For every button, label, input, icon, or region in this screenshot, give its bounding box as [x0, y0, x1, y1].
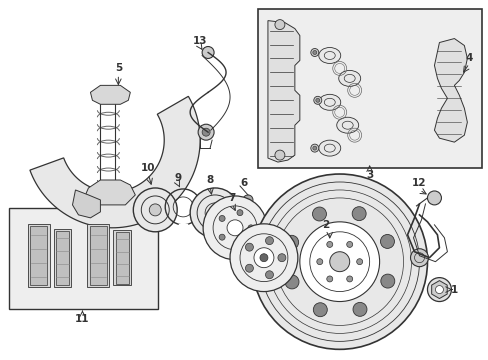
- Polygon shape: [115, 232, 129, 284]
- Circle shape: [427, 191, 441, 205]
- Circle shape: [351, 207, 366, 221]
- Text: 2: 2: [322, 220, 329, 230]
- Circle shape: [229, 224, 297, 292]
- Ellipse shape: [318, 94, 340, 110]
- Ellipse shape: [336, 117, 358, 133]
- Circle shape: [133, 188, 177, 232]
- Text: 6: 6: [240, 178, 247, 188]
- Polygon shape: [27, 224, 49, 287]
- Circle shape: [234, 216, 245, 228]
- Polygon shape: [56, 230, 69, 285]
- Circle shape: [149, 204, 161, 216]
- Circle shape: [310, 144, 318, 152]
- Circle shape: [312, 146, 316, 150]
- Circle shape: [237, 210, 243, 216]
- Circle shape: [310, 49, 318, 57]
- Circle shape: [190, 188, 240, 238]
- Ellipse shape: [338, 71, 360, 86]
- Polygon shape: [87, 224, 109, 287]
- Circle shape: [284, 235, 298, 249]
- Circle shape: [380, 274, 394, 288]
- Circle shape: [326, 242, 332, 247]
- Circle shape: [313, 303, 326, 317]
- Circle shape: [211, 209, 219, 217]
- Polygon shape: [53, 229, 71, 287]
- Polygon shape: [267, 21, 299, 162]
- Polygon shape: [113, 230, 131, 285]
- Text: 9: 9: [174, 173, 182, 183]
- Circle shape: [274, 150, 285, 160]
- Circle shape: [346, 276, 352, 282]
- Polygon shape: [30, 96, 200, 228]
- Circle shape: [247, 225, 253, 231]
- Circle shape: [380, 234, 394, 248]
- Ellipse shape: [318, 140, 340, 156]
- Circle shape: [251, 174, 427, 349]
- Text: 10: 10: [141, 163, 155, 173]
- Circle shape: [346, 242, 352, 247]
- Bar: [9, 208, 158, 310]
- Circle shape: [299, 222, 379, 302]
- Polygon shape: [90, 226, 106, 285]
- Text: 5: 5: [115, 63, 122, 73]
- Circle shape: [316, 259, 322, 265]
- Circle shape: [219, 234, 224, 240]
- Text: 4: 4: [465, 54, 472, 63]
- Circle shape: [245, 264, 253, 272]
- Circle shape: [219, 215, 224, 221]
- Circle shape: [274, 20, 285, 30]
- Text: 1: 1: [450, 284, 457, 294]
- Circle shape: [312, 207, 326, 221]
- Polygon shape: [431, 280, 447, 298]
- Circle shape: [237, 240, 243, 246]
- Circle shape: [410, 249, 427, 267]
- Circle shape: [245, 243, 253, 251]
- Circle shape: [312, 50, 316, 54]
- Circle shape: [356, 259, 362, 265]
- Polygon shape: [30, 226, 47, 285]
- Circle shape: [243, 195, 252, 205]
- Text: 13: 13: [192, 36, 207, 46]
- Circle shape: [203, 196, 266, 260]
- Polygon shape: [433, 39, 467, 142]
- Text: 8: 8: [206, 175, 213, 185]
- Circle shape: [265, 237, 273, 245]
- Circle shape: [277, 254, 285, 262]
- Ellipse shape: [318, 48, 340, 63]
- Text: 7: 7: [228, 193, 235, 203]
- Circle shape: [427, 278, 450, 302]
- Polygon shape: [232, 213, 247, 231]
- Polygon shape: [72, 190, 100, 218]
- Polygon shape: [85, 180, 135, 205]
- Text: 11: 11: [75, 314, 89, 324]
- Circle shape: [226, 220, 243, 236]
- Circle shape: [352, 302, 366, 316]
- Circle shape: [265, 271, 273, 279]
- Text: 12: 12: [411, 178, 426, 188]
- Circle shape: [313, 96, 321, 104]
- Circle shape: [260, 254, 267, 262]
- Circle shape: [253, 248, 273, 268]
- Circle shape: [285, 275, 298, 289]
- Circle shape: [198, 124, 214, 140]
- Circle shape: [202, 46, 214, 58]
- Text: 3: 3: [366, 170, 372, 180]
- Circle shape: [202, 128, 210, 136]
- Polygon shape: [90, 85, 130, 104]
- Circle shape: [329, 252, 349, 272]
- Circle shape: [326, 276, 332, 282]
- Circle shape: [315, 98, 319, 102]
- Circle shape: [435, 285, 443, 293]
- Bar: [258, 9, 481, 168]
